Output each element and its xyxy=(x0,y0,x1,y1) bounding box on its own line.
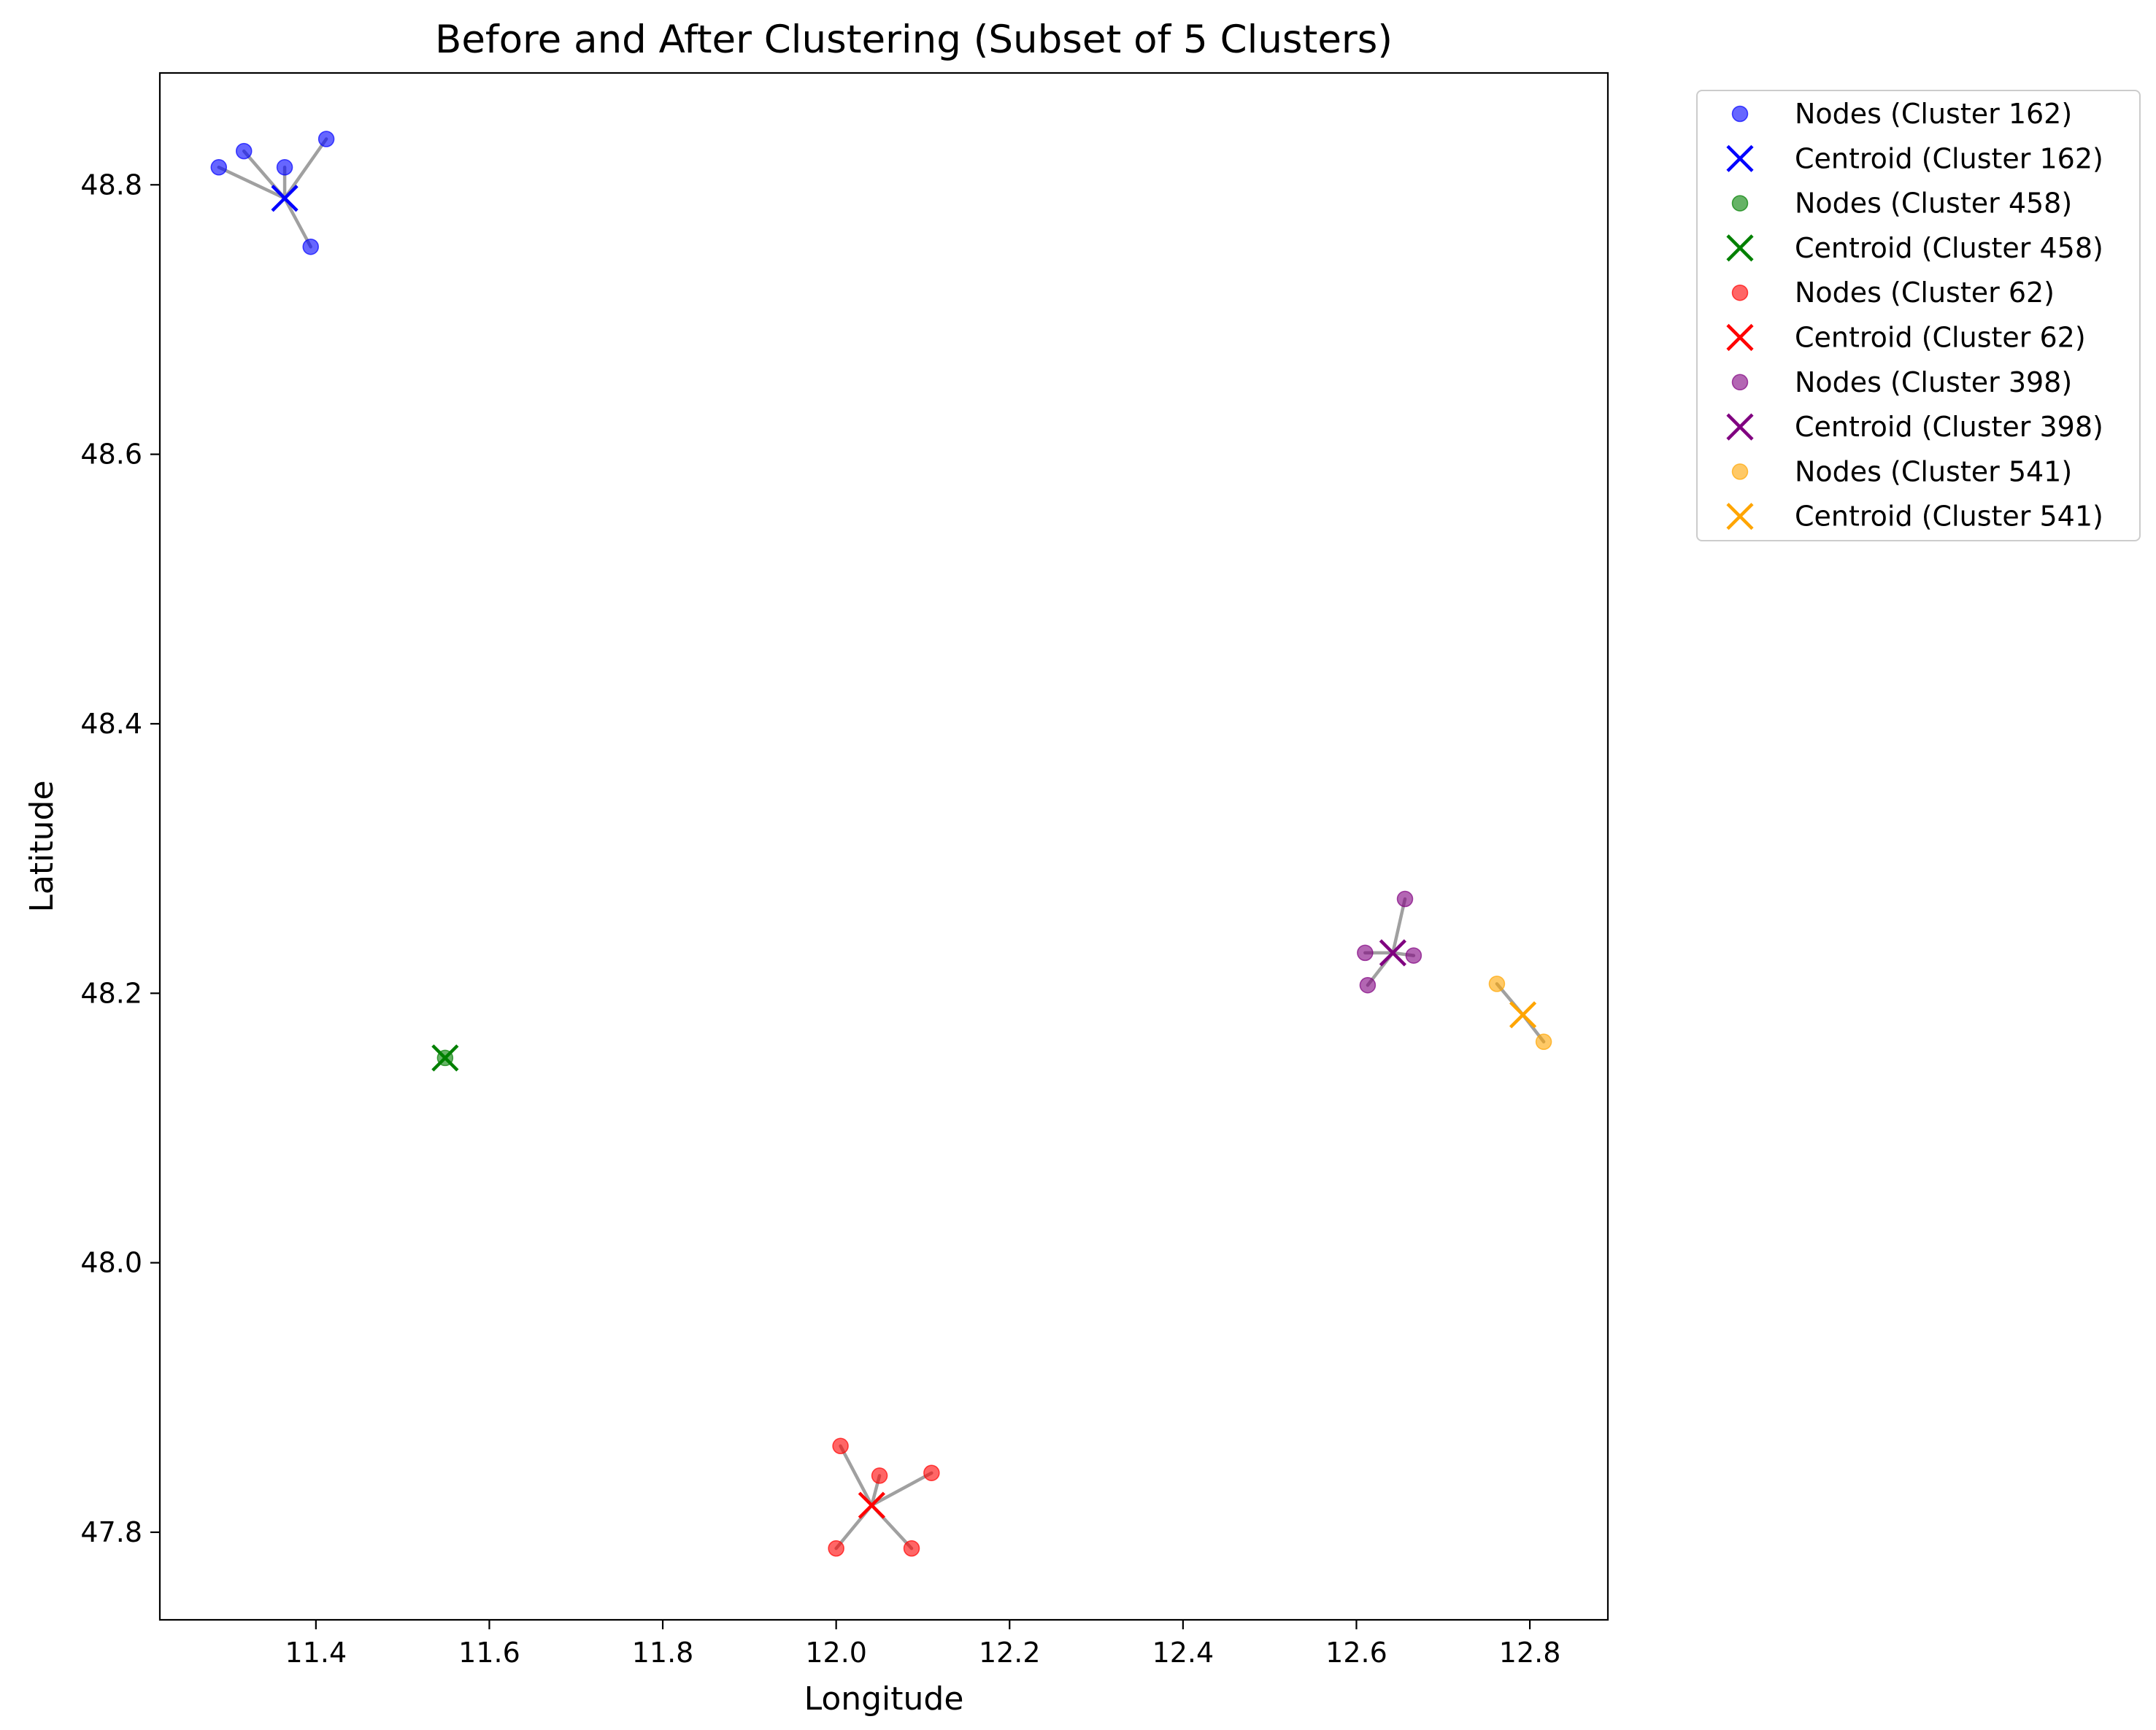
legend-node-label-398: Nodes (Cluster 398) xyxy=(1795,366,2072,398)
legend-node-marker-162 xyxy=(1731,105,1749,123)
centroid-marker-62-stroke-b xyxy=(858,1491,885,1519)
legend-centroid-marker-162 xyxy=(1726,144,1754,172)
x-tick-label-2: 11.8 xyxy=(632,1637,694,1669)
node-point-162-1 xyxy=(235,142,253,160)
legend-centroid-label-162: Centroid (Cluster 162) xyxy=(1795,142,2103,174)
x-tick-label-5: 12.4 xyxy=(1152,1637,1214,1669)
legend-node-marker-458 xyxy=(1731,195,1749,212)
legend-centroid-label-62: Centroid (Cluster 62) xyxy=(1795,322,2086,354)
x-tick-label-0: 11.4 xyxy=(285,1637,347,1669)
node-point-62-1 xyxy=(871,1467,888,1484)
y-tick-label-4: 48.6 xyxy=(80,439,142,471)
centroid-marker-162-stroke-b xyxy=(271,185,299,212)
y-tick-label-5: 48.8 xyxy=(80,169,142,201)
legend-centroid-marker-398-stroke-b xyxy=(1726,413,1754,441)
connector-line-62-0 xyxy=(839,1444,874,1507)
node-point-541-0 xyxy=(1488,976,1506,992)
centroid-marker-458-stroke-b xyxy=(431,1044,459,1072)
connector-line-62-2 xyxy=(870,1471,933,1507)
node-point-398-1 xyxy=(1357,944,1374,962)
legend-centroid-marker-162-stroke-b xyxy=(1726,144,1754,172)
legend-centroid-label-541: Centroid (Cluster 541) xyxy=(1795,501,2103,533)
centroid-marker-541 xyxy=(1509,1001,1537,1029)
y-axis-label: Latitude xyxy=(23,780,61,912)
x-tick-label-4: 12.2 xyxy=(979,1637,1041,1669)
centroid-marker-62 xyxy=(858,1491,885,1519)
legend-node-marker-541 xyxy=(1731,463,1749,480)
x-tick-label-7: 12.8 xyxy=(1499,1637,1561,1669)
x-axis-label: Longitude xyxy=(804,1680,964,1718)
node-point-62-0 xyxy=(832,1437,849,1455)
connector-line-162-0 xyxy=(217,166,287,200)
legend: Nodes (Cluster 162) Centroid (Cluster 162… xyxy=(1696,90,2141,541)
legend-node-marker-398 xyxy=(1731,374,1749,391)
legend-node-label-162: Nodes (Cluster 162) xyxy=(1795,98,2072,130)
node-point-162-0 xyxy=(210,159,228,176)
connector-line-162-3 xyxy=(282,137,328,200)
plot-frame xyxy=(158,72,1609,1621)
node-point-398-2 xyxy=(1405,947,1422,964)
legend-centroid-marker-458-stroke-b xyxy=(1726,234,1754,262)
y-tick-label-2: 48.2 xyxy=(80,977,142,1009)
connector-line-398-0 xyxy=(1391,897,1407,955)
x-tick-label-6: 12.6 xyxy=(1325,1637,1387,1669)
centroid-marker-398 xyxy=(1379,939,1406,967)
node-point-62-2 xyxy=(923,1464,940,1481)
legend-node-marker-62 xyxy=(1731,284,1749,301)
node-point-398-3 xyxy=(1359,976,1377,994)
x-tick-label-3: 12.0 xyxy=(805,1637,867,1669)
legend-node-label-458: Nodes (Cluster 458) xyxy=(1795,188,2072,220)
y-axis: 47.8 48.0 48.2 48.4 48.6 48.8 xyxy=(80,169,160,1548)
centroid-marker-398-stroke-b xyxy=(1379,939,1406,967)
y-tick-label-3: 48.4 xyxy=(80,708,142,740)
x-tick-label-1: 11.6 xyxy=(458,1637,520,1669)
legend-centroid-label-398: Centroid (Cluster 398) xyxy=(1795,411,2103,443)
legend-centroid-marker-541 xyxy=(1726,503,1754,530)
legend-frame xyxy=(1696,90,2141,541)
node-point-62-3 xyxy=(828,1540,844,1557)
node-point-162-4 xyxy=(302,238,319,255)
legend-node-label-62: Nodes (Cluster 62) xyxy=(1795,277,2055,309)
node-point-62-4 xyxy=(903,1540,920,1557)
plot-area xyxy=(210,131,1552,1557)
connector-line-162-4 xyxy=(282,196,312,249)
node-point-398-0 xyxy=(1396,890,1414,908)
legend-centroid-marker-458 xyxy=(1726,234,1754,262)
node-point-162-3 xyxy=(317,131,335,147)
legend-centroid-marker-62 xyxy=(1726,323,1754,352)
x-axis: 11.4 11.6 11.8 12.0 12.2 12.4 12.6 12.8 xyxy=(285,1620,1561,1669)
legend-centroid-marker-398 xyxy=(1726,413,1754,441)
chart-title: Before and After Clustering (Subset of 5… xyxy=(435,18,1393,62)
centroid-marker-162 xyxy=(271,185,299,212)
y-tick-label-1: 48.0 xyxy=(80,1247,142,1279)
centroid-marker-541-stroke-b xyxy=(1509,1001,1537,1029)
y-tick-label-0: 47.8 xyxy=(80,1516,142,1548)
legend-centroid-marker-62-stroke-b xyxy=(1726,323,1754,352)
node-point-162-2 xyxy=(276,159,293,176)
legend-centroid-label-458: Centroid (Cluster 458) xyxy=(1795,232,2103,264)
legend-node-label-541: Nodes (Cluster 541) xyxy=(1795,455,2072,487)
legend-centroid-marker-541-stroke-b xyxy=(1726,503,1754,530)
centroid-marker-458 xyxy=(431,1044,459,1072)
node-point-541-1 xyxy=(1535,1033,1552,1051)
